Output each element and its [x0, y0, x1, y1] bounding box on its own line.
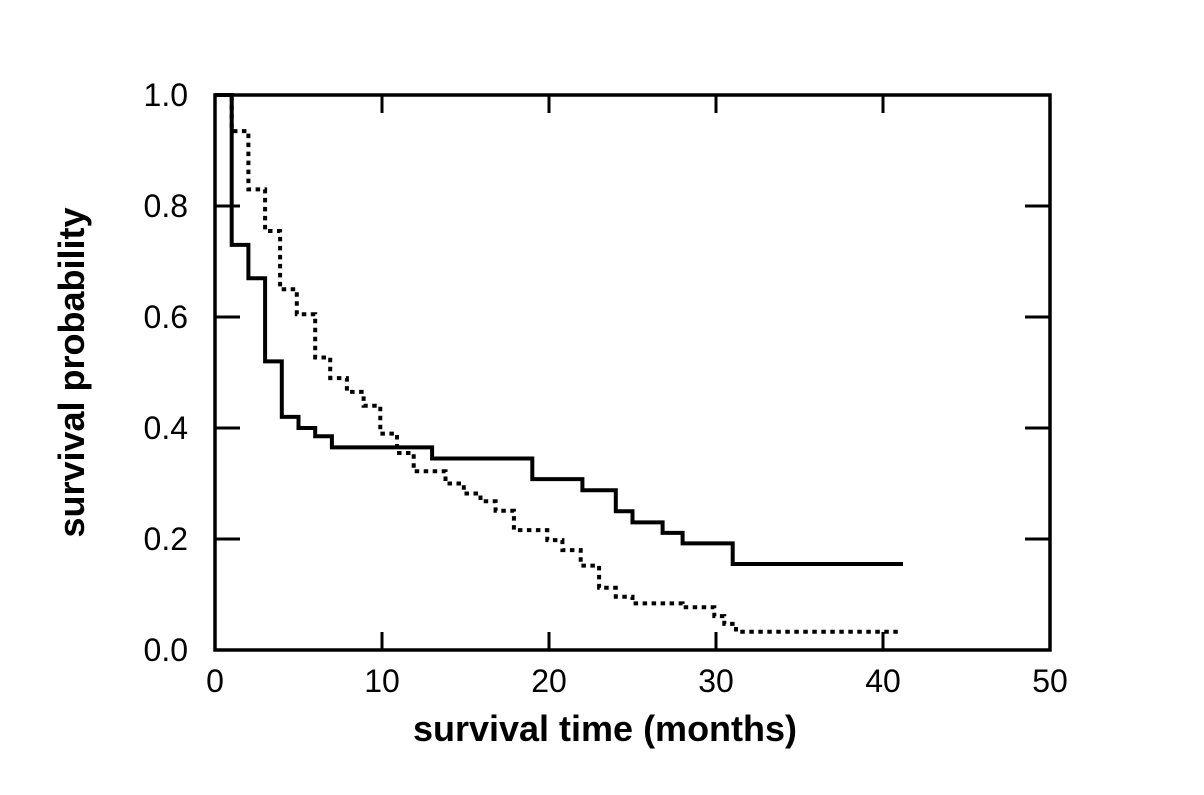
plot-frame — [213, 93, 1052, 652]
plot-area: 0 10 20 30 40 50 1.0 0.8 0.6 0.4 0.2 0.0 — [144, 77, 1068, 699]
y-tick-label: 0.6 — [144, 299, 188, 335]
x-tick-label: 10 — [364, 663, 400, 699]
x-tick-label: 30 — [698, 663, 734, 699]
x-tick-label: 40 — [865, 663, 901, 699]
y-axis-title: survival probability — [51, 207, 92, 537]
survival-curve-dotted — [215, 93, 900, 634]
x-tick-label: 20 — [531, 663, 567, 699]
y-tick-label: 0.8 — [144, 188, 188, 224]
x-tick-label: 0 — [206, 663, 224, 699]
y-tick-label: 0.2 — [144, 521, 188, 557]
survival-curve-solid — [215, 93, 903, 566]
x-axis-title: survival time (months) — [413, 708, 797, 749]
y-tick-label: 0.0 — [144, 632, 188, 668]
x-tick-label: 50 — [1032, 663, 1068, 699]
y-tick-label: 0.4 — [144, 410, 188, 446]
y-tick-label: 1.0 — [144, 77, 188, 113]
